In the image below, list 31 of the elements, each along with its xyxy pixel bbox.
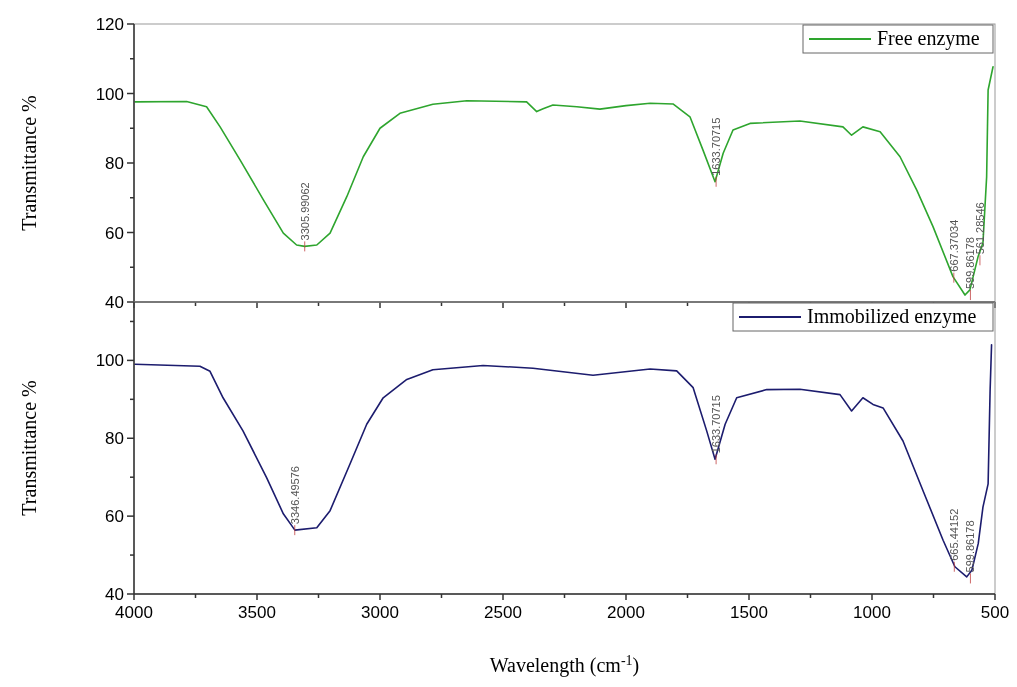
y-tick-label: 100: [95, 351, 124, 371]
annotation: 1633.70715: [710, 395, 723, 454]
annotation: 1633.70715: [710, 117, 723, 176]
y-tick-label: 40: [105, 585, 124, 604]
y-tick-label: 60: [105, 507, 124, 527]
x-tick-label: 1000: [853, 603, 891, 622]
y-tick-label: 40: [105, 293, 124, 312]
annotation: 599.86178: [964, 520, 977, 573]
x-tick-label: 2500: [484, 603, 522, 622]
y-tick-label: 60: [105, 223, 124, 243]
x-tick-label: 3000: [361, 603, 399, 622]
y-axis-title: Transmittance %: [18, 380, 40, 516]
legend-label: Free enzyme: [877, 27, 980, 50]
annotation: 3305.99062: [298, 182, 311, 241]
x-tick-label: 3500: [238, 603, 276, 622]
x-axis-title: Wavelength (cm$^{-1}$): [489, 652, 640, 677]
x-tick-label: 1500: [730, 603, 768, 622]
y-tick-label: 120: [95, 15, 124, 34]
y-tick-label: 80: [105, 154, 124, 173]
line-series: [134, 65, 994, 296]
line-series: [134, 344, 993, 578]
legend-label: Immobilized enzyme: [807, 305, 977, 328]
y-tick-label: 100: [95, 84, 124, 104]
y-axis-title: Transmittance %: [18, 95, 40, 231]
annotation: 667.37034: [947, 219, 960, 272]
annotation: 3346.49576: [288, 466, 301, 525]
y-tick-label: 80: [105, 429, 124, 449]
x-tick-label: 4000: [115, 603, 153, 622]
x-tick-label: 500: [980, 603, 1010, 622]
annotation: 665.44152: [948, 508, 961, 561]
x-tick-label: 2000: [607, 603, 645, 622]
